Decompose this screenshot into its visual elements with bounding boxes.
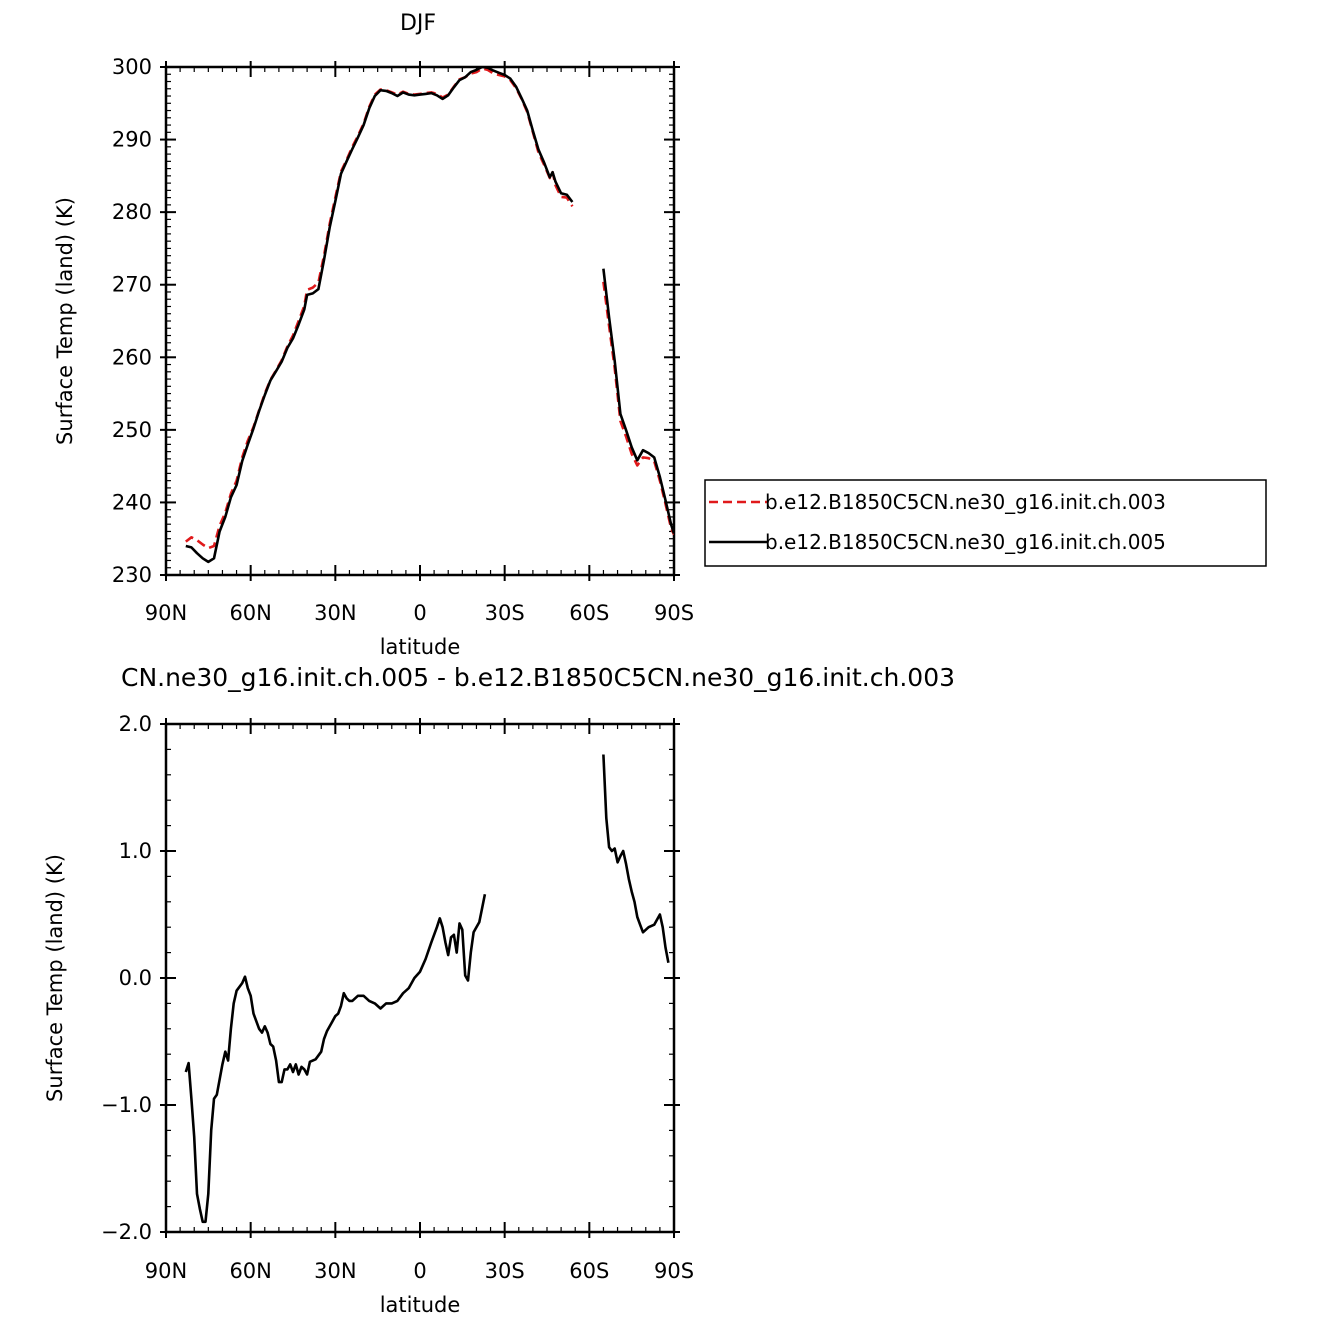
y-tick-label: 270: [112, 273, 152, 297]
y-tick-label: 0.0: [119, 966, 152, 990]
chart-title: DJF: [400, 11, 436, 36]
x-tick-label: 0: [413, 601, 426, 625]
x-tick-label: 30S: [485, 601, 525, 625]
x-tick-label: 90N: [145, 601, 187, 625]
y-tick-label: 250: [112, 418, 152, 442]
x-tick-label: 60N: [229, 1259, 271, 1283]
legend-label-series-005: b.e12.B1850C5CN.ne30_g16.init.ch.005: [765, 530, 1166, 554]
series-line-1-segment-0: [185, 67, 574, 564]
x-tick-label: 30N: [314, 1259, 356, 1283]
y-tick-label: −2.0: [101, 1220, 152, 1244]
series-line-0-segment-1: [602, 754, 670, 964]
x-tick-label: 90N: [145, 1259, 187, 1283]
top-chart: DJF Surface Temp (land) (K) latitude b.e…: [53, 11, 1267, 659]
x-tick-label: 0: [413, 1259, 426, 1283]
y-tick-label: 290: [112, 128, 152, 152]
x-axis-label: latitude: [380, 635, 461, 659]
series-line-1-segment-1: [602, 268, 674, 534]
x-tick-label: 90S: [654, 1259, 694, 1283]
y-tick-label: 2.0: [119, 712, 152, 736]
series-line-0-segment-0: [185, 67, 574, 550]
plot-frame: [164, 722, 676, 1234]
series-line-0-segment-0: [184, 893, 487, 1224]
bottom-chart: CN.ne30_g16.init.ch.005 - b.e12.B1850C5C…: [43, 663, 955, 1317]
y-tick-label: 240: [112, 490, 152, 514]
x-tick-label: 30N: [314, 601, 356, 625]
y-tick-label: 260: [112, 345, 152, 369]
legend-box: [704, 479, 1267, 567]
legend-label-series-003: b.e12.B1850C5CN.ne30_g16.init.ch.003: [765, 490, 1166, 514]
x-tick-label: 90S: [654, 601, 694, 625]
y-tick-label: 300: [112, 55, 152, 79]
y-tick-label: 1.0: [119, 839, 152, 863]
x-tick-label: 60S: [569, 1259, 609, 1283]
legend: b.e12.B1850C5CN.ne30_g16.init.ch.003 b.e…: [704, 479, 1267, 567]
chart-title: CN.ne30_g16.init.ch.005 - b.e12.B1850C5C…: [121, 663, 955, 692]
x-axis-label: latitude: [380, 1293, 461, 1317]
y-tick-label: 280: [112, 200, 152, 224]
y-tick-label: 230: [112, 563, 152, 587]
x-tick-label: 60N: [229, 601, 271, 625]
y-axis-label: Surface Temp (land) (K): [53, 197, 77, 445]
y-tick-label: −1.0: [101, 1093, 152, 1117]
y-axis-label: Surface Temp (land) (K): [43, 854, 67, 1102]
x-tick-label: 30S: [485, 1259, 525, 1283]
plot-frame: [164, 65, 676, 577]
x-tick-label: 60S: [569, 601, 609, 625]
